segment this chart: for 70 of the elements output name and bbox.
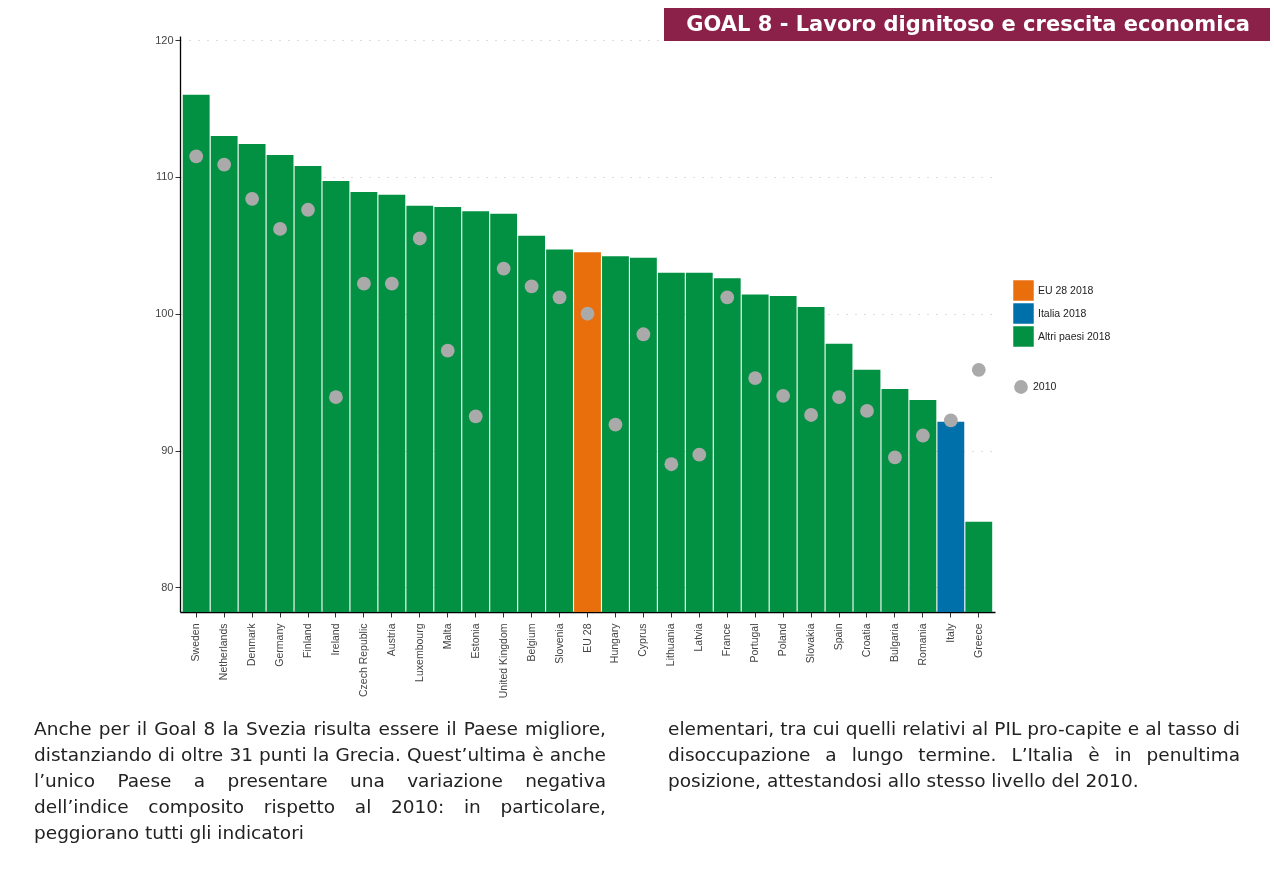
x-tick-label: Netherlands	[217, 623, 230, 681]
x-tick-label: Latvia	[692, 623, 705, 652]
x-tick-label: Hungary	[608, 622, 621, 664]
point	[245, 191, 259, 206]
x-tick-label: Malta	[440, 623, 453, 650]
x-tick-label: Bulgaria	[887, 623, 900, 663]
x-tick-label: Poland	[776, 623, 789, 657]
point	[524, 279, 539, 294]
point	[776, 388, 791, 403]
x-tick-label: Belgium	[524, 623, 537, 662]
point	[971, 362, 986, 377]
point	[860, 404, 874, 418]
x-tick-label: Ireland	[328, 623, 341, 656]
x-tick-label: EU 28	[580, 623, 593, 653]
point	[748, 371, 763, 385]
legend-label: EU 28 2018	[1038, 283, 1094, 296]
text: elementari, tra cui quelli relativi al PIL pro-capite e al tasso di disoccupazione a lungo termine. L’Italia è in penultima posizione, attestandosi allo stesso livello del 2010.	[668, 717, 1240, 793]
point	[692, 447, 707, 462]
point	[636, 327, 651, 342]
x-tick-label: Lithuania	[664, 623, 677, 667]
point	[217, 157, 232, 172]
x-tick-label: Austria	[384, 623, 397, 657]
x-tick-label: Greece	[971, 623, 984, 658]
point	[440, 343, 455, 358]
point	[273, 222, 287, 236]
text: Anche per il Goal 8 la Svezia risulta essere il Paese migliore, distanziando di oltre 31 punti la Grecia. Quest’ultima è anche l’unico Paese a presentare una variazione negativa dell’indice composito rispetto al 2010: in particolare, peggiorano tutti gli indicatori	[34, 717, 606, 845]
point	[832, 390, 846, 405]
point	[496, 261, 511, 276]
point	[189, 149, 204, 164]
x-tick-label: Romania	[915, 623, 928, 666]
legend-label: 2010	[1033, 380, 1057, 392]
point	[580, 306, 595, 321]
x-tick-label: Cyprus	[636, 623, 649, 657]
x-tick-label: Croatia	[859, 623, 872, 658]
y-tick-label: 80	[161, 580, 174, 593]
y-tick-label: 110	[155, 170, 174, 183]
x-tick-label: Luxembourg	[412, 623, 425, 682]
x-tick-label: Denmark	[245, 622, 258, 667]
point	[804, 408, 818, 422]
y-tick-label: 100	[155, 307, 174, 320]
point	[384, 276, 399, 291]
x-tick-label: Spain	[832, 623, 845, 651]
point	[664, 457, 679, 472]
x-tick-label: France	[720, 623, 733, 657]
x-tick-label: Slovakia	[804, 623, 817, 664]
x-tick-label: Czech Republic	[356, 623, 369, 698]
point	[608, 417, 623, 432]
point	[301, 202, 315, 217]
point	[468, 409, 483, 424]
y-tick-label: 120	[155, 33, 174, 46]
y-tick-label: 90	[161, 444, 174, 457]
x-tick-label: Germany	[273, 622, 286, 667]
point	[720, 290, 735, 305]
chart-title: GOAL 8 - Lavoro dignitoso e crescita economica	[664, 8, 1270, 41]
x-tick-label: Sweden	[189, 623, 202, 662]
x-tick-label: Portugal	[748, 623, 761, 663]
x-tick-label: Italy	[943, 622, 956, 643]
x-tick-label: United Kingdom	[496, 623, 509, 699]
x-tick-label: Slovenia	[552, 623, 565, 664]
x-tick-label: Estonia	[468, 623, 481, 659]
point	[357, 276, 371, 291]
point	[552, 290, 567, 305]
x-tick-label: Finland	[301, 623, 314, 658]
legend-label: Altri paesi 2018	[1038, 329, 1111, 342]
point	[916, 428, 930, 443]
legend-label: Italia 2018	[1038, 306, 1087, 319]
point	[412, 231, 427, 246]
point	[943, 413, 958, 428]
point	[888, 450, 902, 465]
point	[329, 390, 343, 405]
